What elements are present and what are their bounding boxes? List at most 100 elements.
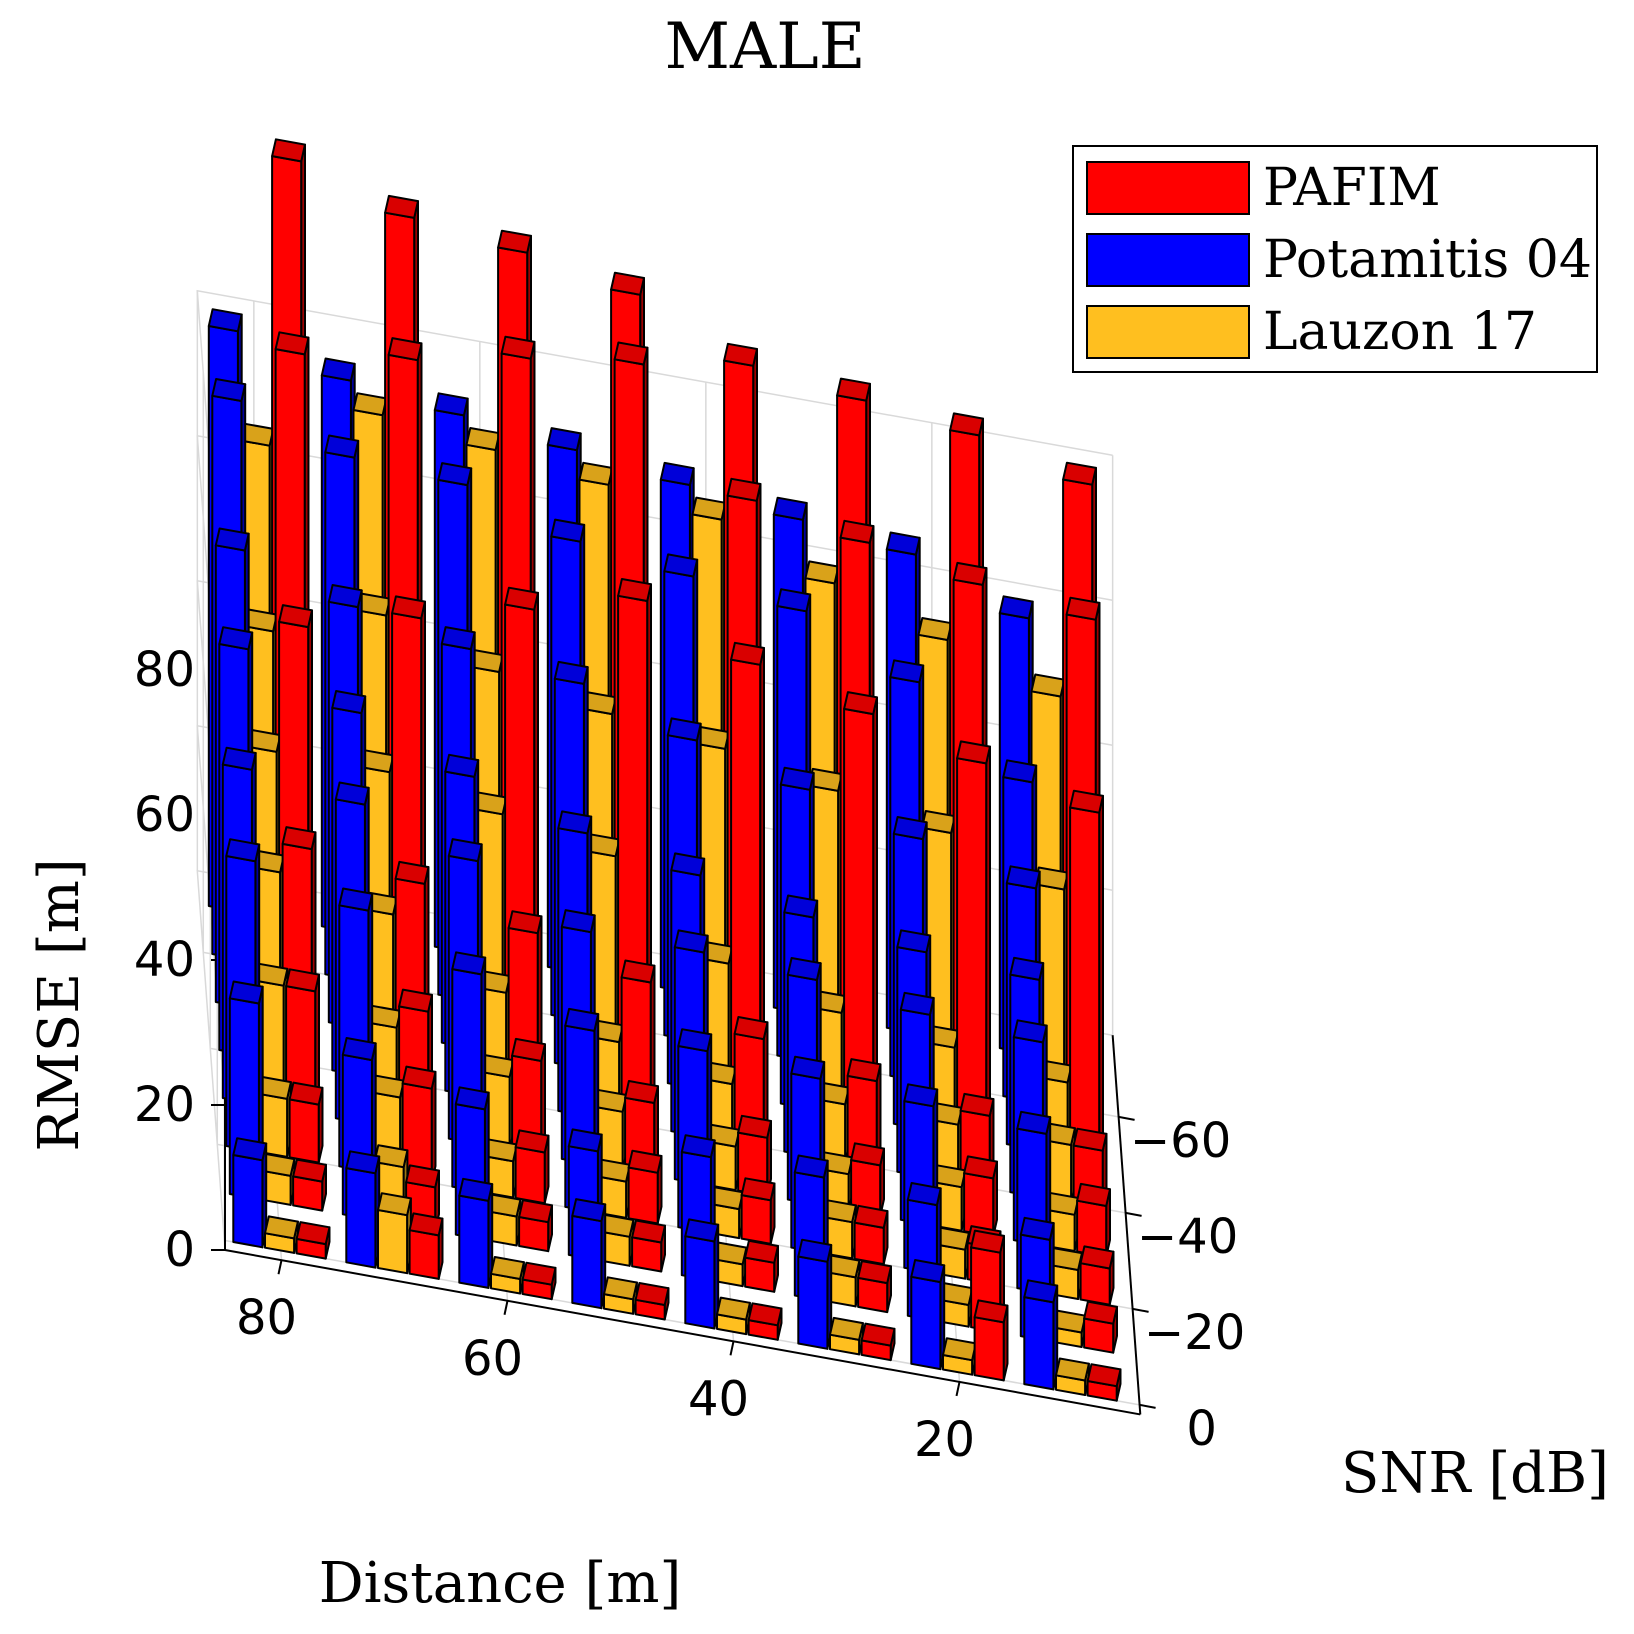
- bar-top: [514, 1129, 550, 1154]
- bar-potamitis-04: [458, 1177, 494, 1289]
- bar-top: [797, 1238, 833, 1263]
- bar-top: [853, 1204, 889, 1229]
- bar-potamitis-04: [910, 1259, 946, 1371]
- bar-top: [218, 626, 254, 651]
- legend-label: Potamitis 04: [1263, 230, 1592, 290]
- bar-pafim: [1069, 789, 1104, 1162]
- bar-top: [507, 910, 543, 935]
- bar-top: [790, 1055, 826, 1080]
- bar-top: [613, 341, 649, 366]
- bar-top: [716, 1296, 751, 1321]
- x-axis-line: [224, 1249, 1141, 1416]
- bar-top: [903, 1083, 939, 1108]
- bar-top: [956, 740, 991, 765]
- bar-top: [232, 1137, 268, 1162]
- tick-labels: 0 20 40 60 80 80 60 40 20 0 −20 −40 −60: [134, 642, 1245, 1468]
- bar-pafim: [853, 1204, 889, 1266]
- bar-top: [433, 392, 469, 417]
- y-tick-label: −60: [1130, 1113, 1231, 1169]
- bar-pafim: [634, 1282, 670, 1321]
- bar-top: [677, 1028, 713, 1053]
- bar-top: [892, 816, 928, 841]
- bar-lauzon-17: [829, 1316, 864, 1356]
- bar-top: [281, 826, 317, 851]
- bar-front: [458, 1194, 490, 1289]
- bar-top: [733, 1016, 769, 1041]
- bar-top: [1005, 865, 1041, 890]
- bar-lauzon-17: [486, 1193, 522, 1247]
- y-tick-label: −40: [1137, 1209, 1238, 1265]
- bar-top: [627, 1149, 663, 1174]
- bar-top: [401, 1065, 437, 1090]
- bar-top: [384, 194, 419, 219]
- bar-top: [620, 959, 656, 984]
- bar-top: [949, 412, 984, 437]
- x-tick: [955, 1381, 961, 1397]
- legend-label: Lauzon 17: [1263, 302, 1537, 362]
- bar-lauzon-17: [264, 1215, 299, 1254]
- bar-top: [836, 377, 871, 402]
- bar-front: [843, 707, 875, 1122]
- bar-top: [373, 1144, 409, 1169]
- bar-potamitis-04: [571, 1198, 607, 1310]
- bar-top: [723, 342, 758, 367]
- bar-top: [518, 1199, 553, 1224]
- bar-top: [1083, 1300, 1118, 1325]
- bar-pafim: [285, 968, 320, 1116]
- bar-potamitis-04: [1023, 1279, 1059, 1391]
- bar-top: [553, 660, 589, 685]
- bar-top: [673, 929, 709, 954]
- bar-pafim: [747, 1302, 783, 1341]
- y-tick-label: 0: [1186, 1401, 1217, 1457]
- bar-top: [221, 746, 257, 771]
- bars: [207, 138, 1122, 1402]
- bar-front: [571, 1214, 603, 1310]
- bar-front: [1079, 1262, 1111, 1306]
- chart-title: MALE: [665, 10, 866, 84]
- bar-pafim: [627, 1149, 663, 1225]
- y-tick-label: −20: [1144, 1305, 1245, 1361]
- bar-top: [779, 766, 815, 791]
- bar-top: [440, 626, 476, 651]
- x-tick: [729, 1341, 735, 1356]
- bar-top: [998, 595, 1034, 620]
- bar-top: [1002, 759, 1038, 784]
- z-tick-label: 60: [134, 787, 195, 843]
- bar-top: [454, 1086, 490, 1111]
- z-tick-label: 0: [164, 1222, 195, 1278]
- bar-top: [843, 691, 878, 716]
- bar-top: [504, 586, 539, 611]
- bar-pafim: [408, 1212, 444, 1280]
- bar-top: [744, 1239, 779, 1264]
- bar-front: [1069, 806, 1101, 1162]
- bar-front: [740, 1194, 772, 1245]
- bar-pafim: [518, 1199, 553, 1253]
- bar-top: [564, 1007, 600, 1032]
- bar-top: [839, 519, 875, 544]
- bar-top: [295, 1221, 331, 1246]
- bar-top: [490, 1256, 525, 1280]
- bar-top: [521, 1261, 557, 1286]
- bar-top: [338, 887, 374, 912]
- bar-potamitis-04: [684, 1218, 720, 1330]
- bar-front: [288, 1098, 320, 1164]
- legend: PAFIM Potamitis 04 Lauzon 17: [1072, 145, 1598, 373]
- bar-top: [1079, 1245, 1115, 1270]
- bar-top: [850, 1142, 885, 1167]
- x-tick-label: 60: [462, 1331, 523, 1387]
- bar-pafim: [521, 1261, 557, 1301]
- bar-top: [278, 604, 313, 629]
- bar-front: [956, 757, 988, 1142]
- bar-top: [631, 1219, 666, 1244]
- bar-top: [447, 838, 483, 863]
- bar-top: [264, 1215, 299, 1240]
- bar-top: [963, 1155, 998, 1180]
- bar-pafim: [973, 1299, 1009, 1382]
- bar-top: [959, 1092, 995, 1117]
- bar-top: [274, 331, 310, 356]
- bar-top: [398, 988, 433, 1013]
- bar-top: [1062, 461, 1097, 486]
- bar-top: [659, 461, 695, 486]
- bar-front: [1023, 1296, 1055, 1391]
- bar-top: [772, 496, 808, 521]
